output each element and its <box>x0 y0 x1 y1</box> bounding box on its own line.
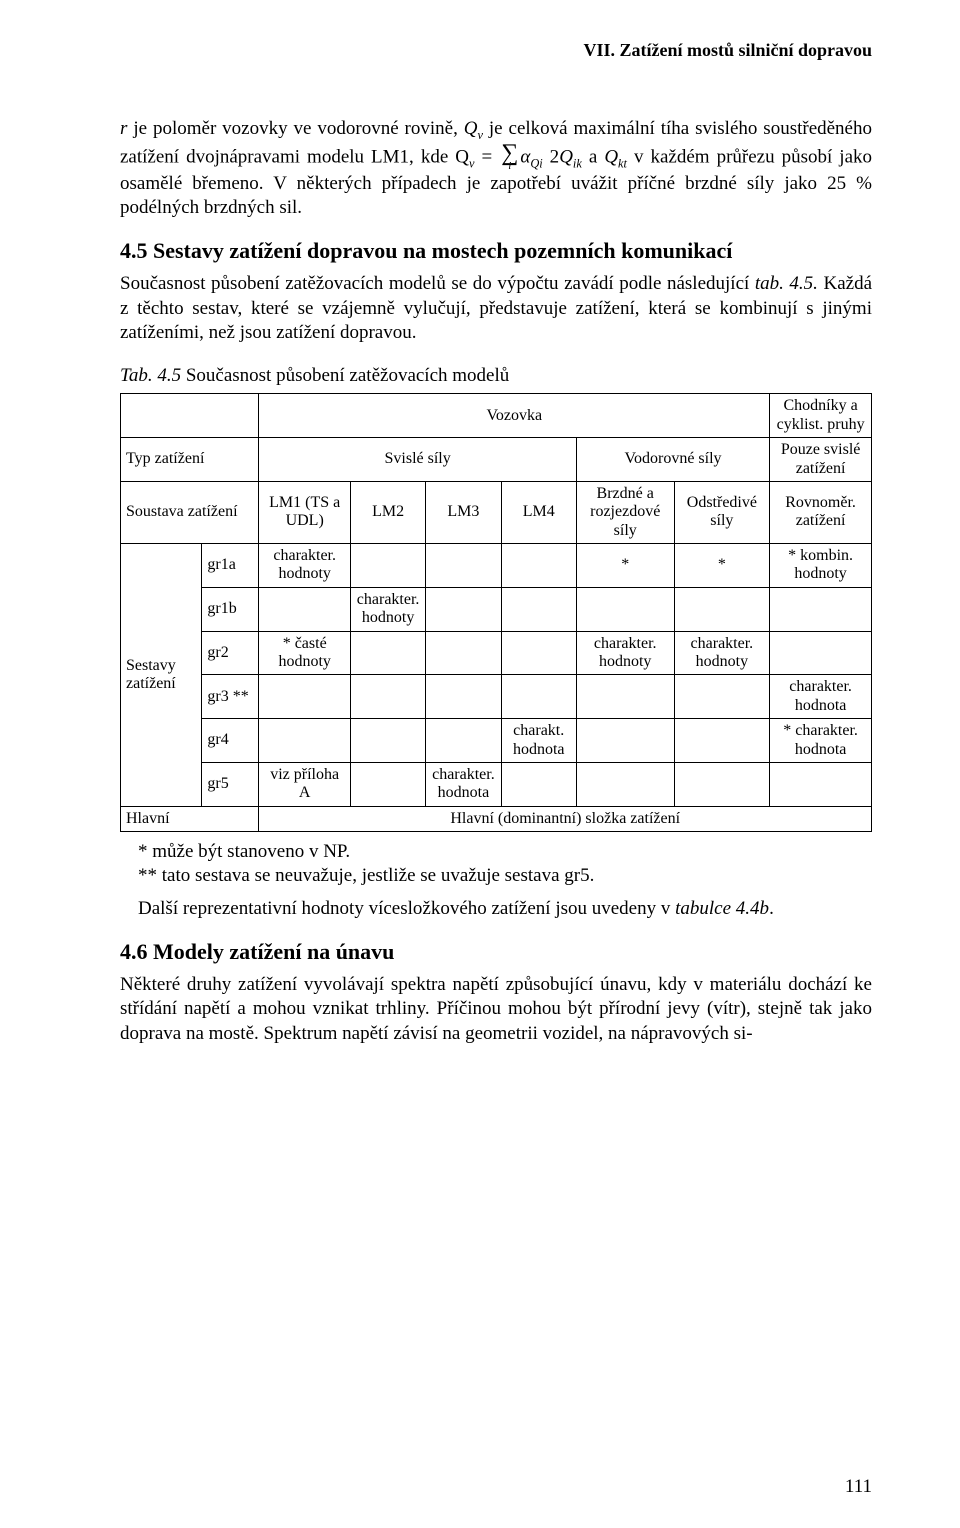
hdr-vozovka: Vozovka <box>259 394 770 438</box>
hdr-lm2: LM2 <box>350 481 425 543</box>
hdr-vodor: Vodorovné síly <box>576 438 769 482</box>
table-row: gr2 * časté hodnoty charakter. hodnoty c… <box>121 631 872 675</box>
hdr-chodniky: Chodníky a cyklist. pruhy <box>770 394 872 438</box>
table-row: Hlavní Hlavní (dominantní) složka zatíže… <box>121 806 872 831</box>
hdr-odstr: Odstředivé síly <box>674 481 770 543</box>
table-footnotes: * může být stanoveno v NP. ** tato sesta… <box>138 840 872 921</box>
lbl-typ: Typ zatížení <box>121 438 259 482</box>
cell: viz příloha A <box>259 762 351 806</box>
cell: charakter. hodnoty <box>576 631 674 675</box>
sub-kt: kt <box>618 156 627 170</box>
hdr-rovn: Rovnoměr. zatížení <box>770 481 872 543</box>
gr4: gr4 <box>202 719 259 763</box>
gr2: gr2 <box>202 631 259 675</box>
table-row: Soustava zatížení LM1 (TS a UDL) LM2 LM3… <box>121 481 872 543</box>
para-4-5: Současnost působení zatěžovacích modelů … <box>120 272 872 345</box>
gr5: gr5 <box>202 762 259 806</box>
sub-qi: Qi <box>530 156 542 170</box>
running-head: VII. Zatížení mostů silniční dopravou <box>120 40 872 61</box>
cell: charakter. hodnoty <box>674 631 770 675</box>
hdr-pouze: Pouze svislé zatížení <box>770 438 872 482</box>
table-row: gr1b charakter. hodnoty <box>121 587 872 631</box>
footnote-1: * může být stanoveno v NP. <box>138 840 872 864</box>
paragraph-intro: r je poloměr vozovky ve vodorovné rovině… <box>120 117 872 220</box>
table-row: Typ zatížení Svislé síly Vodorovné síly … <box>121 438 872 482</box>
hdr-lm3: LM3 <box>426 481 501 543</box>
para-4-6: Některé druhy zatížení vyvolávají spektr… <box>120 973 872 1046</box>
sigma: ∑i <box>501 144 518 172</box>
hdr-lm4: LM4 <box>501 481 576 543</box>
table-caption: Tab. 4.5 Současnost působení zatěžovacíc… <box>120 365 872 387</box>
para1-d: 2Q <box>543 146 573 167</box>
heading-4-5: 4.5 Sestavy zatížení dopravou na mostech… <box>120 238 872 264</box>
table-row: Sestavy zatížení gr1a charakter. hodnoty… <box>121 544 872 588</box>
page-number: 111 <box>845 1476 872 1498</box>
para1-c: = <box>474 146 499 167</box>
table-row: gr5 viz příloha A charakter. hodnota <box>121 762 872 806</box>
cell: charakter. hodnota <box>426 762 501 806</box>
para1-e: a Q <box>582 146 618 167</box>
cell: * charakter. hodnota <box>770 719 872 763</box>
cell: * časté hodnoty <box>259 631 351 675</box>
cell: * kombin. hodnoty <box>770 544 872 588</box>
hlavni-long: Hlavní (dominantní) složka zatížení <box>259 806 872 831</box>
cell: charakter. hodnoty <box>350 587 425 631</box>
lbl-soustava: Soustava zatížení <box>121 481 259 543</box>
hdr-brzdne: Brzdné a rozjezdové síly <box>576 481 674 543</box>
footnote-2: ** tato sestava se neuvažuje, jestliže s… <box>138 864 872 888</box>
sub-ik: ik <box>573 156 582 170</box>
cell: * <box>674 544 770 588</box>
hdr-svisle: Svislé síly <box>259 438 576 482</box>
alpha: α <box>520 146 530 167</box>
para1-a: r je poloměr vozovky ve vodorovné rovině… <box>120 118 483 139</box>
cell: * <box>576 544 674 588</box>
table-4-5: Vozovka Chodníky a cyklist. pruhy Typ za… <box>120 393 872 832</box>
cell: charakter. hodnota <box>770 675 872 719</box>
table-row: gr3 ** charakter. hodnota <box>121 675 872 719</box>
table-row: Vozovka Chodníky a cyklist. pruhy <box>121 394 872 438</box>
hdr-lm1: LM1 (TS a UDL) <box>259 481 351 543</box>
cell: charakt. hodnota <box>501 719 576 763</box>
cell: charakter. hodnoty <box>259 544 351 588</box>
table-row: gr4 charakt. hodnota * charakter. hodnot… <box>121 719 872 763</box>
gr1b: gr1b <box>202 587 259 631</box>
lbl-hlavni: Hlavní <box>121 806 259 831</box>
footnote-3: Další reprezentativní hodnoty vícesložko… <box>138 897 872 921</box>
gr3: gr3 ** <box>202 675 259 719</box>
heading-4-6: 4.6 Modely zatížení na únavu <box>120 939 872 965</box>
gr1a: gr1a <box>202 544 259 588</box>
lbl-sestavy: Sestavy zatížení <box>121 544 202 807</box>
